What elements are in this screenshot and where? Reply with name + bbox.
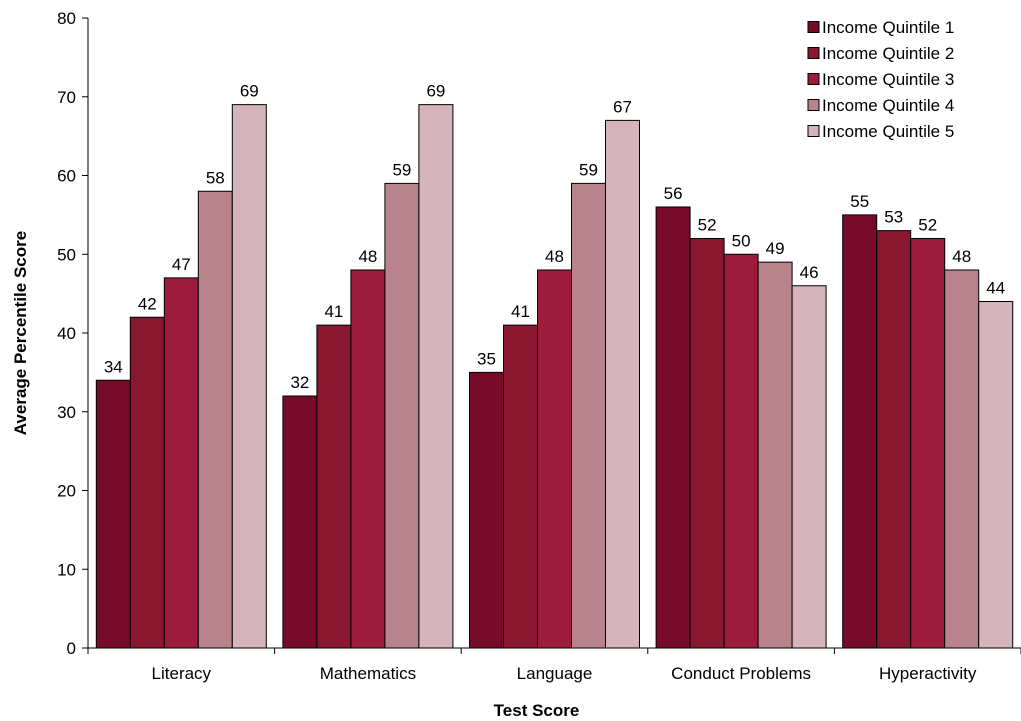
bar (689, 238, 725, 649)
bar (231, 104, 267, 649)
bar (350, 269, 386, 649)
bar (537, 269, 572, 649)
data-label: 35 (477, 349, 496, 368)
bar (129, 316, 165, 649)
data-label: 67 (613, 97, 632, 116)
bar (944, 269, 980, 649)
legend: Income Quintile 1 Income Quintile 2 Income… (807, 18, 954, 141)
legend-swatch (807, 21, 820, 33)
y-tick-label: 50 (57, 245, 76, 264)
bar (163, 277, 199, 649)
y-tick-label: 70 (57, 88, 76, 107)
data-label: 55 (850, 192, 869, 211)
y-axis-title: Average Percentile Score (11, 231, 30, 435)
y-tick-label: 40 (57, 324, 76, 343)
bars-group (95, 104, 1014, 649)
bar (282, 395, 318, 649)
data-label: 44 (986, 279, 1005, 298)
data-label: 56 (664, 184, 683, 203)
y-tick-label: 30 (57, 403, 76, 422)
y-tick-label: 20 (57, 482, 76, 501)
data-label: 46 (800, 263, 819, 282)
x-axis-title: Test Score (494, 701, 580, 720)
bar (791, 285, 827, 649)
bar (723, 253, 759, 649)
bar (655, 206, 691, 649)
data-label: 48 (545, 247, 564, 266)
data-label: 58 (206, 168, 225, 187)
bar (95, 379, 131, 649)
data-label: 48 (952, 247, 971, 266)
legend-swatch (807, 99, 820, 111)
data-label: 52 (698, 216, 717, 235)
data-label: 49 (766, 239, 785, 258)
bar (842, 214, 878, 649)
legend-swatch (807, 73, 820, 85)
y-tick-label: 10 (57, 560, 76, 579)
data-label: 42 (138, 294, 157, 313)
data-label: 52 (918, 216, 937, 235)
data-label: 69 (426, 82, 445, 101)
x-tick-label: Language (517, 664, 593, 683)
y-tick-label: 0 (67, 639, 76, 658)
bar (469, 371, 504, 649)
legend-label: Income Quintile 3 (822, 70, 954, 89)
bar (316, 324, 352, 649)
x-tick-label: Mathematics (320, 664, 416, 683)
data-label: 34 (104, 357, 123, 376)
legend-label: Income Quintile 2 (822, 44, 954, 63)
data-label: 32 (290, 373, 309, 392)
data-label: 47 (172, 255, 191, 274)
y-tick-label: 60 (57, 167, 76, 186)
legend-swatch (807, 47, 820, 59)
data-label: 48 (358, 247, 377, 266)
bar (757, 261, 793, 649)
data-label: 53 (884, 208, 903, 227)
legend-label: Income Quintile 5 (822, 122, 954, 141)
data-label: 41 (511, 302, 530, 321)
y-tick-label: 80 (57, 9, 76, 28)
data-label: 69 (240, 82, 259, 101)
bar (605, 119, 640, 649)
bar (571, 182, 606, 649)
axes-group: 0 10 20 30 40 50 60 70 80 Literacy Mathematics Lang… (57, 9, 1021, 683)
data-label: 50 (732, 231, 751, 250)
data-labels-group: 34 42 47 58 69 32 41 48 59 69 35 41 48 59 67 56 52 50 49 46… (104, 82, 1005, 392)
legend-swatch (807, 125, 820, 137)
x-tick-label: Hyperactivity (879, 664, 977, 683)
bar (876, 230, 912, 649)
bar (197, 190, 233, 649)
x-tick-label: Literacy (152, 664, 212, 683)
legend-label: Income Quintile 1 (822, 18, 954, 37)
bar (978, 301, 1014, 649)
data-label: 41 (324, 302, 343, 321)
bar (503, 324, 538, 649)
bar (418, 104, 454, 649)
bar (384, 182, 420, 649)
data-label: 59 (392, 160, 411, 179)
data-label: 59 (579, 160, 598, 179)
bar (910, 238, 946, 649)
x-tick-label: Conduct Problems (671, 664, 811, 683)
legend-label: Income Quintile 4 (822, 96, 954, 115)
